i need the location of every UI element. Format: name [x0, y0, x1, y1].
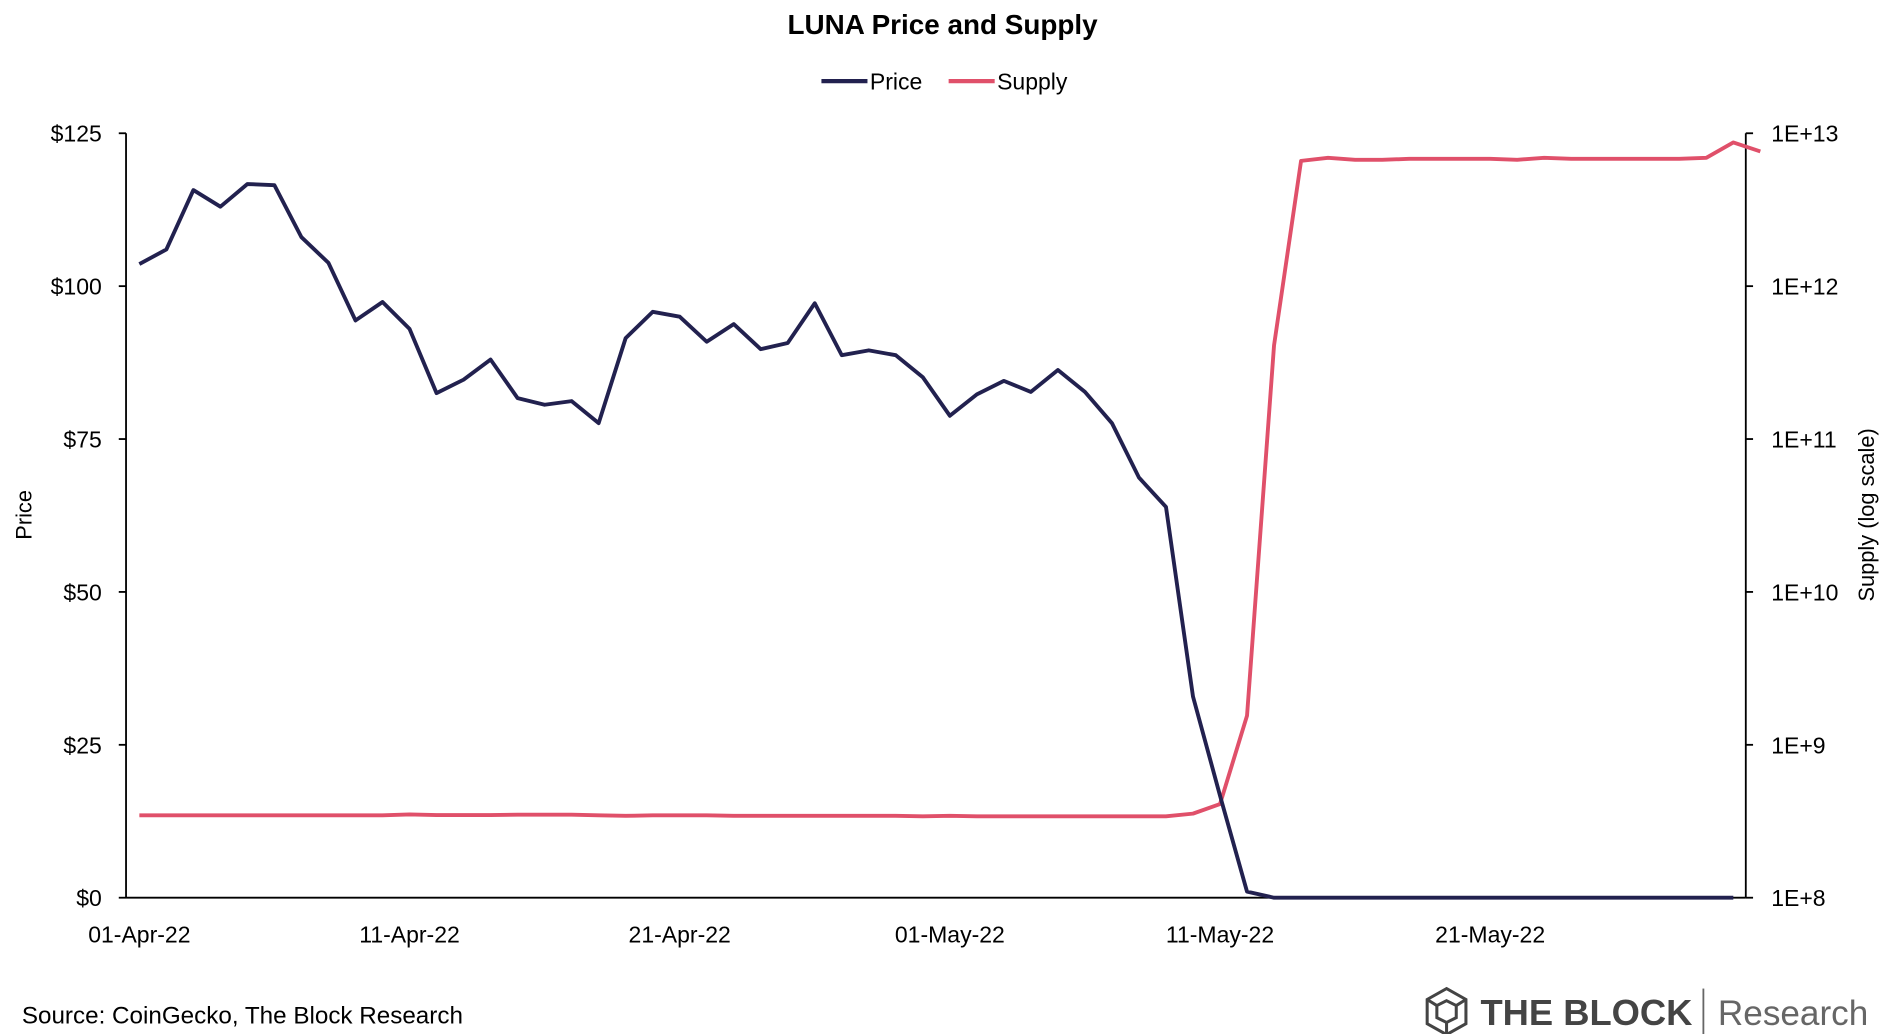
brand-name: THE BLOCK [1480, 992, 1692, 1033]
x-tick-label: 21-May-22 [1435, 922, 1545, 948]
source-note: Source: CoinGecko, The Block Research [22, 1003, 463, 1030]
brand-suffix: Research [1718, 994, 1868, 1033]
y-tick-label: $0 [76, 885, 102, 911]
y2-tick-label: 1E+13 [1771, 121, 1838, 147]
y2-tick-label: 1E+8 [1771, 885, 1825, 911]
x-tick-label: 01-Apr-22 [88, 922, 190, 948]
y2-tick-label: 1E+10 [1771, 579, 1838, 605]
legend-label-supply: Supply [997, 69, 1068, 95]
y-tick-label: $50 [63, 579, 101, 605]
y-tick-label: $75 [63, 427, 101, 453]
x-tick-label: 01-May-22 [895, 922, 1005, 948]
y2-axis-label: Supply (log scale) [1854, 428, 1879, 601]
y2-tick-label: 1E+12 [1771, 274, 1838, 300]
the-block-logo: THE BLOCK Research [1425, 986, 1868, 1034]
series-line-supply [139, 140, 1761, 819]
y2-tick-label: 1E+11 [1771, 427, 1836, 453]
x-tick-label: 21-Apr-22 [629, 922, 731, 948]
legend-label-price: Price [870, 69, 922, 95]
x-tick-label: 11-Apr-22 [359, 922, 460, 948]
x-tick-label: 11-May-22 [1166, 922, 1274, 948]
y-tick-label: $125 [51, 121, 102, 147]
chart-title: LUNA Price and Supply [788, 9, 1099, 40]
y2-tick-label: 1E+9 [1771, 732, 1825, 758]
legend: Price Supply [821, 69, 1068, 95]
y-tick-label: $25 [63, 732, 101, 758]
series-line-price [138, 182, 1734, 900]
cube-icon [1425, 986, 1468, 1034]
y-axis-label: Price [12, 490, 37, 540]
y-tick-label: $100 [51, 274, 102, 300]
